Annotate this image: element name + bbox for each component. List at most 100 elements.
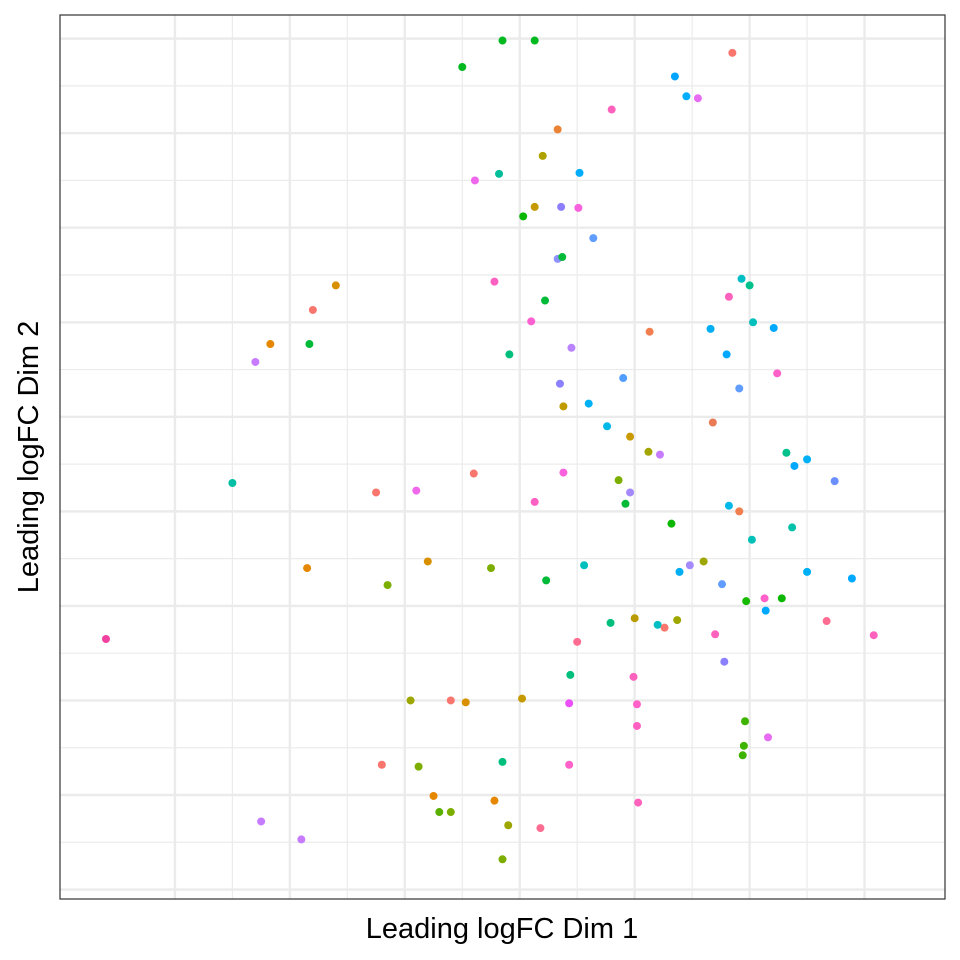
data-point	[728, 48, 737, 57]
data-point	[790, 461, 799, 470]
data-point	[553, 125, 562, 134]
data-point	[693, 94, 702, 103]
data-point	[490, 796, 499, 805]
data-point	[773, 369, 782, 378]
data-point	[412, 486, 421, 495]
data-point	[742, 597, 751, 606]
data-point	[761, 606, 770, 615]
data-point	[830, 477, 839, 486]
plot-background	[60, 15, 945, 899]
data-point	[498, 757, 507, 766]
data-point	[495, 169, 504, 178]
data-point	[461, 698, 470, 707]
data-point	[542, 576, 551, 585]
data-point	[490, 277, 499, 286]
data-point	[722, 350, 731, 359]
data-point	[423, 557, 432, 566]
data-point	[745, 281, 754, 290]
data-point	[706, 324, 715, 333]
data-point	[303, 564, 312, 573]
data-point	[737, 274, 746, 283]
data-point	[603, 422, 612, 431]
data-point	[557, 202, 566, 211]
data-point	[251, 357, 260, 366]
data-point	[305, 340, 314, 349]
data-point	[559, 402, 568, 411]
data-point	[769, 323, 778, 332]
data-point	[372, 488, 381, 497]
data-point	[429, 791, 438, 800]
data-point	[606, 618, 615, 627]
data-point	[446, 808, 455, 817]
data-point	[847, 574, 856, 583]
data-point	[632, 700, 641, 709]
data-point	[869, 631, 878, 640]
data-point	[538, 151, 547, 160]
data-point	[738, 751, 747, 760]
data-point	[266, 340, 275, 349]
data-point	[469, 469, 478, 478]
data-point	[101, 635, 110, 643]
data-point	[645, 327, 654, 336]
data-point	[580, 561, 589, 570]
data-point	[228, 479, 237, 487]
data-point	[803, 455, 812, 464]
data-point	[629, 672, 638, 681]
data-points	[101, 36, 878, 864]
x-axis-title: Leading logFC Dim 1	[366, 913, 638, 945]
data-point	[575, 168, 584, 177]
data-point	[541, 296, 550, 305]
data-point	[760, 594, 769, 603]
data-point	[435, 808, 444, 817]
data-point	[735, 507, 744, 516]
data-point	[257, 817, 266, 826]
grid-lines	[60, 15, 945, 899]
data-point	[675, 567, 684, 576]
data-point	[735, 384, 744, 393]
data-point	[530, 497, 539, 506]
data-point	[682, 92, 691, 101]
data-point	[619, 374, 628, 383]
data-point	[446, 696, 455, 705]
data-point	[741, 717, 750, 726]
data-point	[498, 855, 507, 864]
data-point	[498, 36, 507, 45]
data-point	[777, 594, 786, 603]
data-point	[458, 63, 467, 71]
data-point	[644, 447, 653, 456]
data-point	[720, 657, 729, 666]
data-point	[670, 72, 679, 81]
data-point	[607, 105, 616, 114]
data-point	[822, 617, 831, 626]
data-point	[555, 379, 564, 388]
data-point	[660, 623, 669, 632]
data-point	[565, 699, 574, 708]
data-point	[630, 614, 639, 623]
data-point	[518, 694, 527, 703]
data-point	[530, 202, 539, 211]
data-point	[667, 519, 676, 528]
data-point	[764, 733, 772, 742]
data-point	[739, 741, 748, 750]
data-point	[626, 488, 635, 497]
data-point	[487, 564, 496, 573]
data-point	[747, 535, 756, 544]
y-axis-title: Leading logFC Dim 2	[13, 321, 45, 593]
plot-panel-border	[59, 14, 946, 900]
data-point	[566, 670, 575, 679]
data-point	[377, 760, 386, 769]
data-point	[308, 305, 317, 314]
data-point	[470, 176, 479, 185]
data-point	[558, 253, 567, 262]
data-point	[626, 432, 635, 441]
data-point	[519, 212, 528, 221]
data-point	[574, 203, 583, 212]
data-point	[788, 523, 797, 532]
data-point	[504, 821, 513, 830]
data-point	[632, 721, 641, 730]
data-point	[584, 399, 593, 408]
data-point	[673, 616, 682, 625]
data-point	[406, 696, 415, 705]
data-point	[724, 501, 733, 510]
data-point	[573, 637, 582, 646]
